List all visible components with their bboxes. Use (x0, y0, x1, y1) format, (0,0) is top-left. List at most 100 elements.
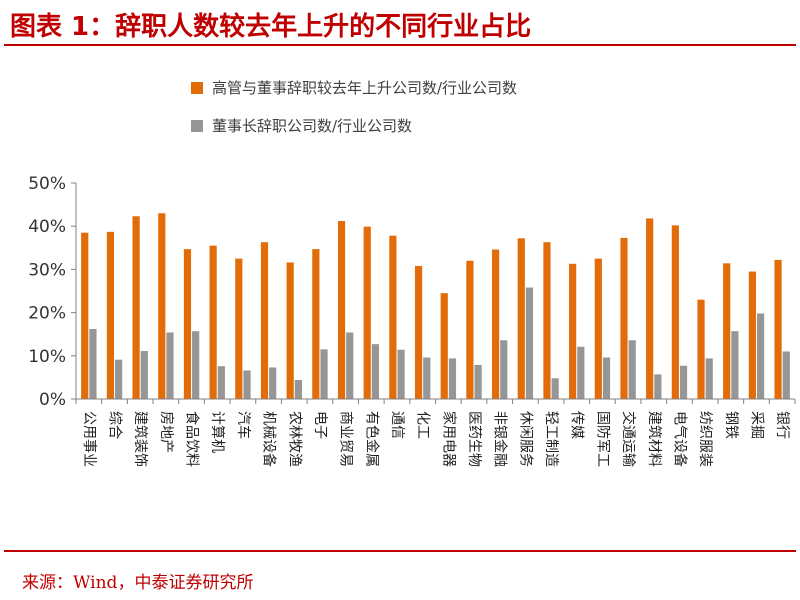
x-tick-label: 医药生物 (466, 411, 482, 467)
bar-exec-resign (723, 263, 731, 399)
bar-chair-resign (115, 359, 123, 399)
y-tick-label: 20% (28, 304, 66, 324)
x-tick-label: 钢铁 (723, 411, 739, 439)
bar-chair-resign (140, 351, 148, 399)
x-tick-label: 有色金属 (363, 411, 380, 467)
bar-exec-resign (671, 225, 679, 399)
x-tick-label: 纺织服装 (697, 411, 713, 467)
legend-label-2: 董事长辞职公司数/行业公司数 (212, 117, 412, 135)
bar-exec-resign (260, 242, 269, 399)
bar-chair-resign (294, 379, 302, 399)
bar-exec-resign (183, 249, 192, 399)
bar-exec-resign (389, 235, 397, 399)
x-tick-label: 农林牧渔 (286, 411, 302, 467)
bar-chair-resign (628, 340, 636, 399)
x-tick-label: 商业贸易 (338, 411, 354, 467)
bar-chair-resign (423, 357, 431, 399)
bar-chair-resign (705, 358, 713, 399)
x-tick-label: 公用事业 (81, 411, 97, 467)
bar-exec-resign (466, 260, 474, 399)
bar-chair-resign (551, 378, 559, 399)
bar-chair-resign (243, 370, 251, 399)
x-tick-label: 家用电器 (440, 411, 457, 467)
x-tick-label: 国防军工 (594, 411, 610, 467)
x-tick-label: 传媒 (569, 411, 585, 439)
x-tick-label: 综合 (107, 411, 123, 439)
title-bar: 图表 1：辞职人数较去年上升的不同行业占比 (0, 0, 800, 44)
x-tick-label: 电气设备 (671, 411, 688, 467)
x-tick-label: 采掘 (748, 411, 764, 439)
y-tick-label: 50% (28, 174, 66, 194)
top-divider (4, 44, 796, 46)
bar-exec-resign (337, 221, 346, 399)
bar-exec-resign (312, 249, 320, 399)
bar-chair-resign (192, 331, 200, 399)
bar-chair-resign (577, 346, 585, 399)
bar-chair-resign (782, 351, 790, 399)
bar-chair-resign (89, 329, 97, 399)
y-tick-label: 0% (39, 390, 66, 410)
x-tick-label: 非银金融 (492, 411, 508, 467)
bar-exec-resign (697, 299, 705, 399)
bar-chair-resign (500, 340, 508, 399)
bar-exec-resign (235, 258, 243, 399)
bar-exec-resign (491, 249, 500, 399)
bar-chair-resign (371, 344, 380, 399)
bar-exec-resign (748, 271, 756, 399)
bar-exec-resign (569, 263, 577, 399)
bar-exec-resign (594, 258, 602, 399)
x-tick-label: 化工 (415, 411, 431, 439)
bar-exec-resign (363, 226, 371, 399)
x-tick-label: 房地产 (158, 411, 174, 453)
bar-exec-resign (81, 232, 89, 399)
x-tick-label: 交通运输 (620, 411, 637, 467)
bar-chair-resign (217, 366, 225, 399)
x-tick-label: 建筑材料 (646, 411, 662, 467)
bar-chair-resign (679, 365, 688, 399)
bar-exec-resign (543, 242, 551, 399)
legend-swatch-1 (191, 82, 203, 94)
bar-exec-resign (440, 293, 448, 399)
bar-exec-resign (286, 262, 294, 399)
bar-chair-resign (602, 357, 611, 399)
bar-chair-resign (474, 364, 482, 399)
bar-exec-resign (620, 237, 628, 399)
bar-exec-resign (517, 238, 525, 399)
x-tick-label: 电子 (312, 411, 328, 439)
y-tick-label: 10% (28, 347, 66, 367)
bar-chair-resign (756, 313, 765, 399)
bar-chair-resign (731, 331, 739, 399)
x-tick-label: 银行 (774, 411, 790, 439)
bar-chair-resign (320, 349, 328, 399)
source-note: 来源：Wind，中泰证券研究所 (22, 573, 254, 593)
bottom-divider (4, 550, 796, 552)
bars (81, 213, 790, 399)
bar-chair-resign (448, 358, 457, 399)
x-tick-label: 休闲服务 (517, 411, 533, 467)
x-tick-label: 汽车 (235, 411, 252, 439)
bar-chair-resign (346, 332, 354, 399)
bar-chair-resign (525, 287, 534, 399)
x-tick-label: 轻工制造 (543, 411, 559, 467)
x-tick-label: 建筑装饰 (132, 411, 148, 467)
y-axis: 0% 10% 20% 30% 40% 50% (28, 174, 77, 410)
figure-title: 图表 1：辞职人数较去年上升的不同行业占比 (10, 12, 532, 42)
bar-chair-resign (654, 374, 662, 399)
bar-exec-resign (646, 218, 654, 399)
bar-exec-resign (209, 245, 217, 399)
bar-exec-resign (158, 213, 166, 399)
x-tick-label: 机械设备 (261, 411, 278, 467)
bar-exec-resign (106, 231, 115, 399)
bar-exec-resign (774, 259, 782, 399)
legend-swatch-2 (191, 120, 203, 132)
bar-chair-resign (269, 367, 277, 399)
x-tick-label: 通信 (389, 411, 405, 439)
x-tick-label: 食品饮料 (184, 411, 201, 467)
x-axis: 公用事业 综合 建筑装饰 房地产 食品饮料 计算机 汽车 机械设备 农林牧渔 电子 商业贸易 有色金属… (75, 398, 796, 467)
bar-chair-resign (166, 332, 174, 399)
y-tick-label: 40% (28, 217, 66, 237)
bar-exec-resign (132, 216, 140, 399)
bar-chair-resign (397, 349, 405, 399)
